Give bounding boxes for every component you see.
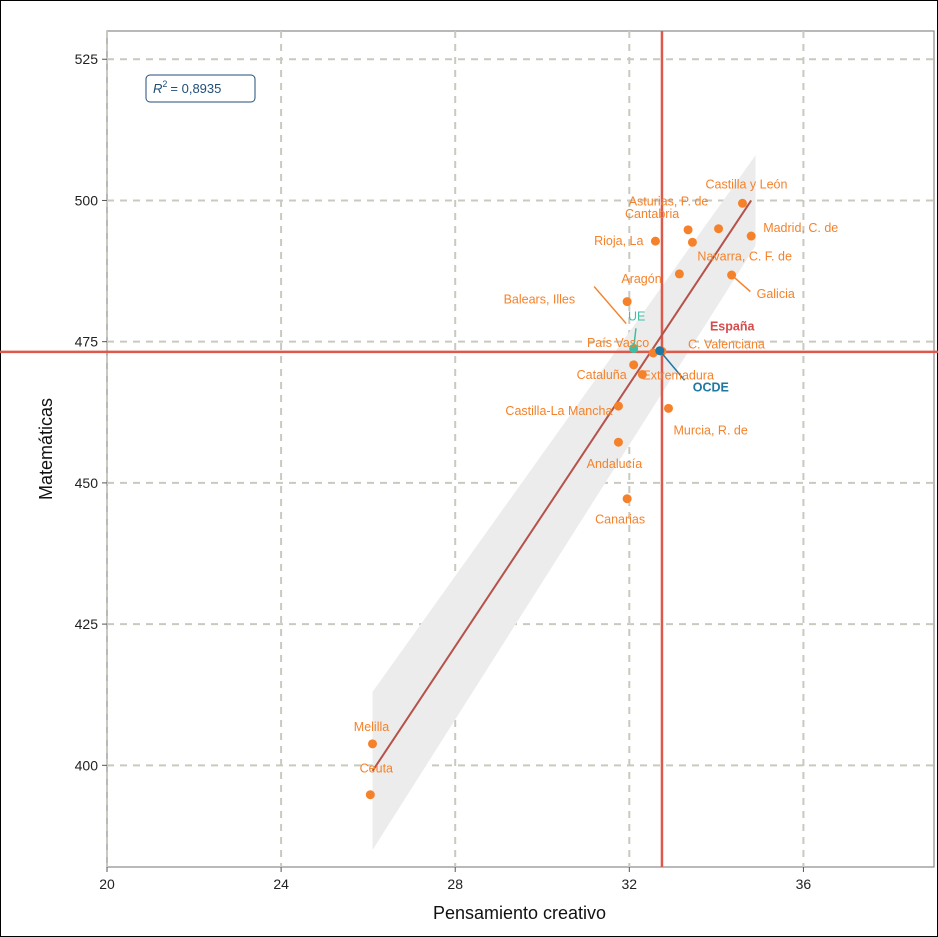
data-point (737, 198, 747, 208)
y-tick-label: 525 (75, 51, 99, 67)
r2-box (145, 74, 256, 103)
point-label: UE (628, 309, 645, 323)
x-axis-title: Pensamiento creativo (433, 903, 606, 923)
data-point (613, 437, 623, 447)
point-label: Navarra, C. F. de (697, 249, 792, 263)
point-label: Andalucía (587, 457, 643, 471)
x-tick-label: 32 (622, 876, 638, 892)
point-label: Cantabria (625, 207, 679, 221)
point-label: País Vasco (587, 336, 649, 350)
data-point (727, 270, 737, 280)
data-point (650, 236, 660, 246)
data-point (746, 231, 756, 241)
x-tick-label: 28 (447, 876, 463, 892)
r2-label: R2 = 0,8935 (153, 79, 221, 96)
regression-line (371, 199, 753, 772)
data-point (368, 739, 378, 749)
r2-symbol: R (153, 81, 162, 96)
data-point (629, 360, 639, 370)
point-label: España (710, 319, 756, 333)
data-point (637, 369, 647, 379)
x-tick-label: 20 (99, 876, 115, 892)
y-tick-label: 400 (75, 757, 99, 773)
y-tick-label: 475 (75, 334, 99, 350)
y-tick-label: 450 (75, 475, 99, 491)
data-point (365, 790, 375, 800)
data-point (629, 343, 639, 353)
point-label: Extremadura (642, 368, 714, 382)
point-label: Galicia (757, 287, 795, 301)
point-label: Madrid, C. de (763, 221, 838, 235)
y-tick-label: 500 (75, 192, 99, 208)
leader-line (593, 286, 627, 325)
point-label: Murcia, R. de (673, 423, 747, 437)
leader-line (659, 350, 686, 381)
data-point (714, 224, 724, 234)
x-tick-label: 24 (273, 876, 289, 892)
point-label: Aragón (621, 272, 661, 286)
data-point (622, 297, 632, 307)
y-tick-label: 425 (75, 616, 99, 632)
y-axis-title: Matemáticas (36, 398, 56, 500)
data-point (622, 494, 632, 504)
data-point (683, 225, 693, 235)
data-point (613, 401, 623, 411)
point-label: Rioja, La (594, 234, 643, 248)
r2-exponent: 2 (162, 79, 167, 89)
point-label: Ceuta (360, 762, 393, 776)
confidence-band (372, 155, 756, 851)
point-label: Cataluña (577, 368, 627, 382)
point-label: Castilla-La Mancha (505, 404, 612, 418)
r2-value: = 0,8935 (170, 81, 221, 96)
point-label: OCDE (693, 381, 729, 395)
point-label: Balears, Illes (504, 293, 576, 307)
data-point (663, 403, 673, 413)
data-point (687, 237, 697, 247)
point-label: Melilla (354, 720, 389, 734)
data-point (655, 346, 665, 356)
point-label: Asturias, P. de (629, 195, 709, 209)
point-label: Castilla y León (705, 177, 787, 191)
plot-area (106, 30, 935, 868)
data-point (674, 269, 684, 279)
point-label: C. Valenciana (688, 337, 765, 351)
point-label: Canarias (595, 513, 645, 527)
x-tick-label: 36 (796, 876, 812, 892)
